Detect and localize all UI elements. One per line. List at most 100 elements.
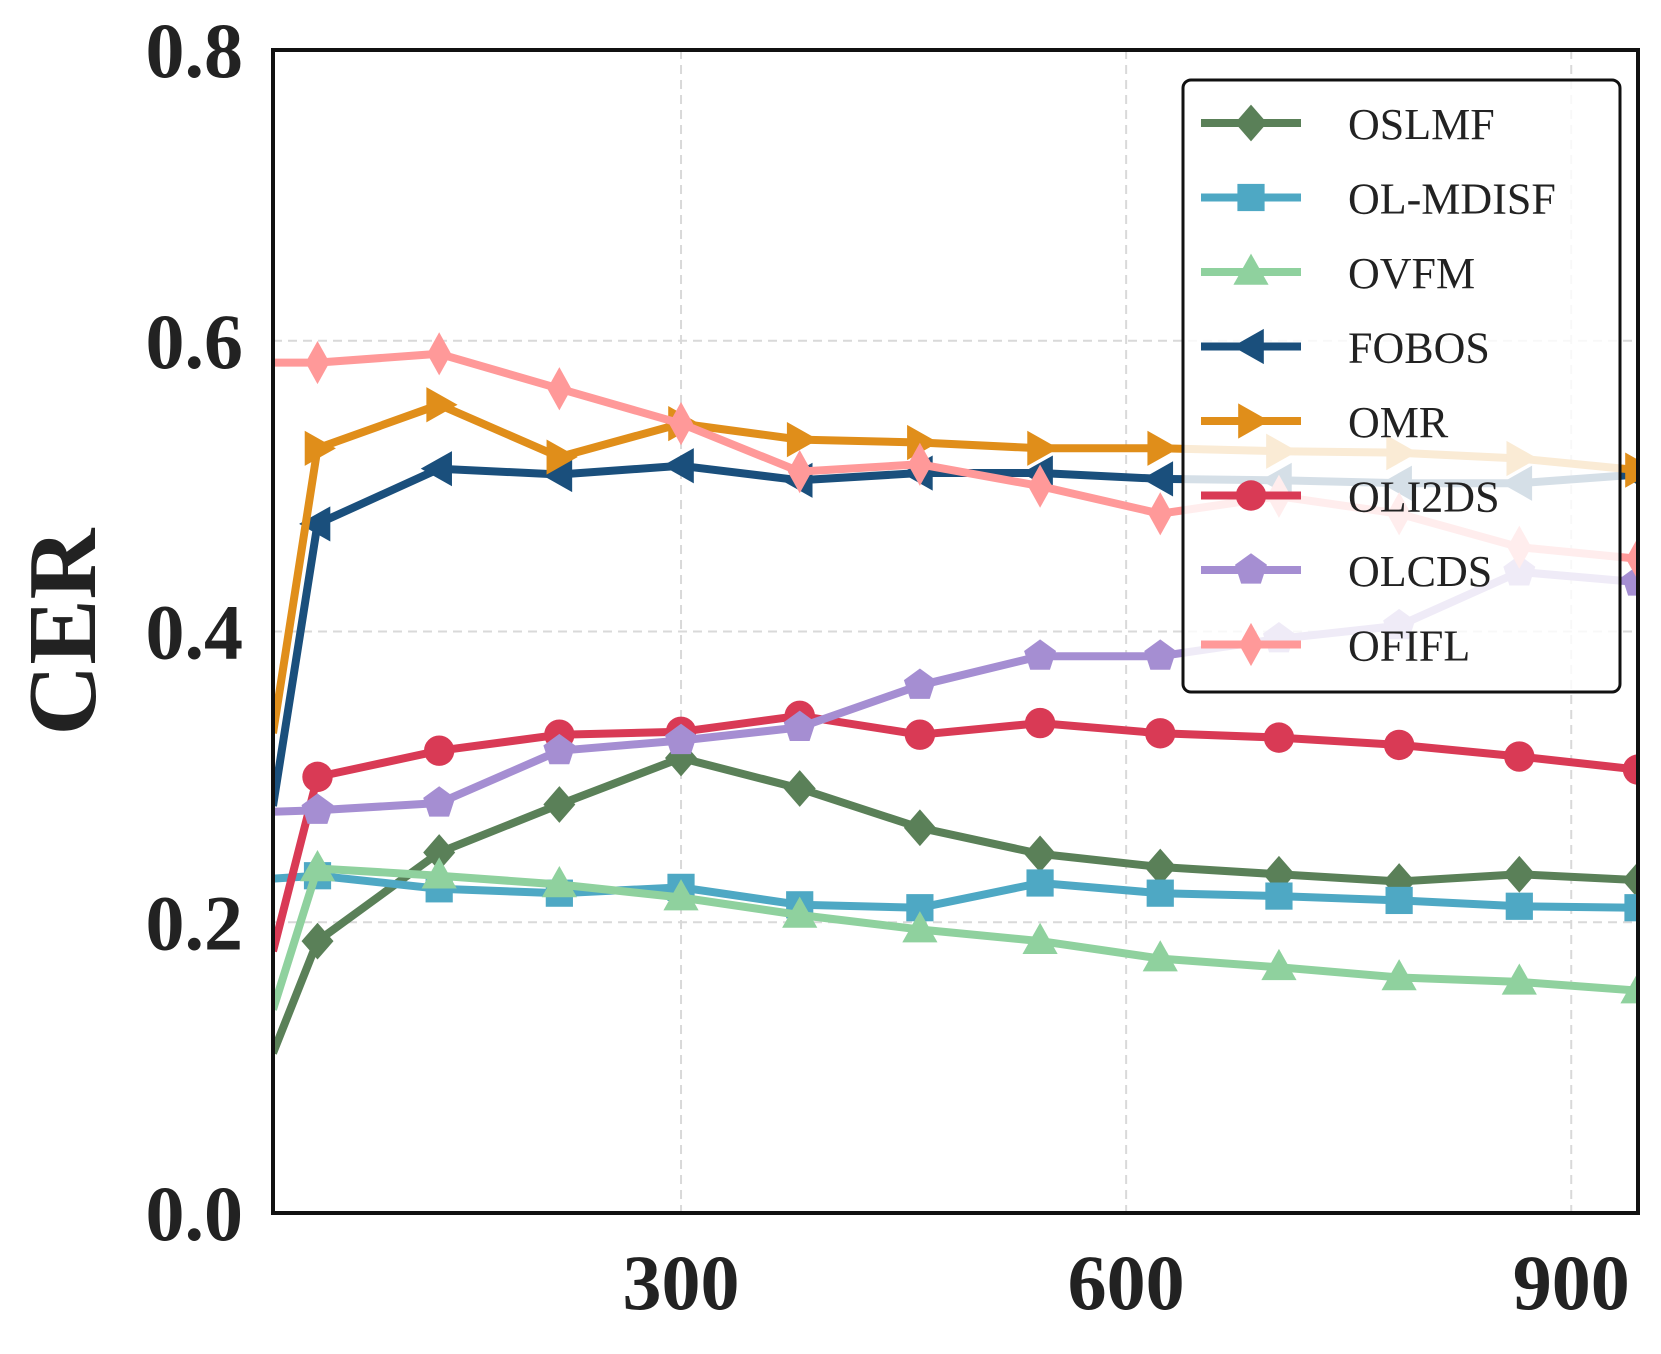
legend-item: OFIFL: [1201, 622, 1470, 671]
legend-label: OL-MDISF: [1348, 175, 1556, 224]
data-point: [1024, 835, 1057, 873]
y-axis-ticks: 0.0 0.2 0.4 0.6 0.8: [146, 7, 244, 1257]
data-point: [1027, 430, 1059, 466]
data-point: [1028, 464, 1053, 508]
data-point: [1381, 959, 1417, 991]
data-point: [1265, 882, 1293, 910]
data-point: [423, 786, 456, 817]
data-point: [1141, 461, 1174, 497]
data-point: [1261, 948, 1297, 981]
legend-label: OFIFL: [1348, 622, 1470, 671]
legend: OSLMF OL-MDISF OVFM FOBOS OMR OLI2DS OLCDS OFIF…: [1181, 78, 1622, 694]
data-point: [1147, 430, 1179, 466]
data-point: [902, 911, 938, 943]
data-point: [301, 922, 334, 960]
data-point: [423, 735, 455, 766]
data-point: [1232, 328, 1264, 365]
data-point: [1233, 253, 1269, 285]
data-point: [1263, 722, 1295, 753]
series-oli2ds: [273, 700, 1638, 953]
x-tick-label: 900: [1513, 1239, 1630, 1326]
data-point: [1142, 940, 1178, 972]
data-point: [305, 340, 330, 385]
data-point: [1622, 861, 1638, 899]
data-point: [547, 367, 572, 411]
legend-box: [1181, 78, 1622, 694]
data-point: [546, 439, 578, 475]
series-oslmf: [273, 739, 1638, 1055]
data-point: [1624, 894, 1638, 922]
data-point: [1622, 754, 1638, 785]
data-point: [420, 451, 452, 487]
data-point: [1501, 963, 1537, 995]
data-point: [1235, 553, 1267, 584]
legend-label: OMR: [1348, 398, 1449, 447]
data-point: [1626, 537, 1638, 581]
plot-frame: [271, 48, 1640, 1215]
data-point: [1144, 848, 1177, 886]
data-point: [903, 809, 936, 847]
data-point: [1385, 886, 1413, 915]
data-point: [1146, 879, 1174, 907]
data-point: [1625, 452, 1638, 488]
legend-item: OMR: [1201, 398, 1449, 447]
data-point: [299, 850, 336, 882]
data-point: [787, 449, 812, 494]
data-point: [1148, 492, 1173, 536]
legend-item: OLI2DS: [1201, 473, 1500, 522]
data-point: [304, 430, 336, 466]
data-point: [540, 456, 573, 493]
x-axis-ticks: 300 600 900: [623, 1239, 1630, 1326]
data-point: [1504, 741, 1535, 772]
series-ovfm: [273, 850, 1638, 1011]
data-point: [426, 387, 458, 423]
legend-label: OSLMF: [1348, 100, 1495, 149]
data-point: [1239, 622, 1263, 667]
series-ol-mdisf: [273, 862, 1638, 922]
data-point: [1237, 183, 1265, 212]
data-point: [302, 761, 333, 793]
data-point: [1024, 707, 1056, 739]
data-point: [543, 786, 576, 823]
data-point: [1505, 892, 1533, 920]
data-point: [782, 896, 818, 928]
y-tick-label: 0.2: [146, 879, 244, 966]
data-point: [1026, 869, 1054, 897]
data-point: [783, 710, 816, 742]
data-point: [1022, 922, 1058, 954]
data-point: [543, 733, 576, 765]
legend-label: OVFM: [1348, 249, 1475, 298]
data-point: [1235, 104, 1267, 142]
data-point: [907, 442, 932, 486]
data-point: [663, 879, 699, 911]
data-point: [1238, 403, 1270, 439]
data-point: [1383, 729, 1415, 761]
data-point: [427, 332, 452, 376]
data-point: [662, 448, 694, 484]
data-point: [299, 506, 331, 542]
data-point: [903, 668, 936, 699]
data-point: [423, 834, 456, 871]
x-tick-label: 300: [623, 1239, 740, 1326]
data-point: [1620, 972, 1638, 1004]
y-tick-label: 0.0: [146, 1170, 244, 1257]
legend-label: OLI2DS: [1348, 473, 1500, 522]
data-point: [1144, 639, 1177, 670]
data-point: [1235, 480, 1267, 511]
data-point: [1145, 718, 1176, 749]
y-tick-label: 0.8: [146, 7, 244, 94]
x-tick-label: 600: [1068, 1239, 1185, 1326]
legend-item: FOBOS: [1201, 324, 1490, 373]
data-point: [1024, 639, 1057, 670]
data-point: [783, 770, 816, 807]
y-tick-label: 0.4: [146, 589, 244, 676]
data-point: [907, 424, 939, 461]
data-point: [904, 719, 936, 750]
y-tick-label: 0.6: [146, 298, 244, 385]
data-point: [786, 422, 819, 458]
data-point: [301, 793, 334, 824]
data-point: [665, 723, 697, 755]
legend-item: OL-MDISF: [1201, 175, 1556, 224]
legend-item: OSLMF: [1201, 100, 1495, 149]
